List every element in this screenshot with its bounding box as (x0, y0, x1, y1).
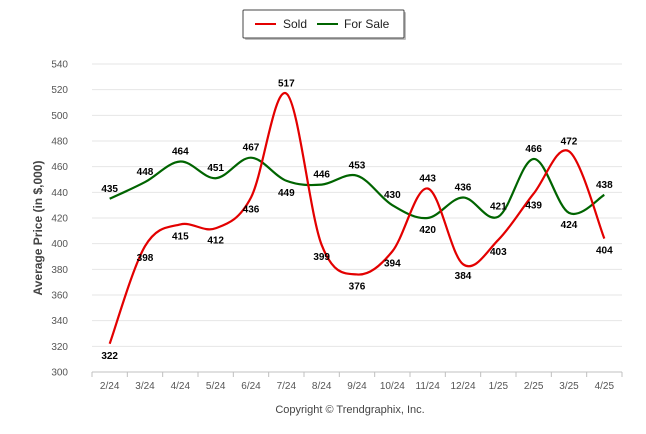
y-tick-label: 500 (51, 111, 68, 122)
series-line-sold (108, 92, 606, 345)
data-label-for-sale: 436 (455, 182, 472, 193)
y-tick-label: 480 (51, 137, 68, 148)
y-tick-label: 420 (51, 214, 68, 225)
x-tick-label: 10/24 (380, 381, 405, 392)
data-label-sold: 399 (313, 252, 330, 263)
data-label-for-sale: 453 (349, 161, 366, 172)
copyright-footer: Copyright © Trendgraphix, Inc. (275, 404, 424, 416)
data-label-for-sale: 466 (525, 144, 542, 155)
x-tick-label: 4/24 (171, 381, 191, 392)
y-axis-title: Average Price (in $,000) (31, 161, 45, 296)
y-tick-label: 360 (51, 291, 68, 302)
y-tick-label: 520 (51, 85, 68, 96)
legend-label-for-sale: For Sale (344, 17, 390, 31)
data-label-for-sale: 448 (137, 167, 154, 178)
data-label-for-sale: 435 (101, 184, 118, 195)
legend-item-for-sale[interactable]: For Sale (317, 17, 390, 31)
data-label-for-sale: 420 (419, 225, 436, 236)
y-tick-label: 540 (51, 60, 68, 71)
x-tick-label: 11/24 (416, 381, 441, 392)
data-label-sold: 322 (101, 351, 118, 362)
data-label-for-sale: 421 (490, 202, 507, 213)
x-tick-label: 9/24 (347, 381, 367, 392)
data-label-sold: 415 (172, 231, 189, 242)
data-label-sold: 412 (207, 235, 224, 246)
data-label-for-sale: 467 (243, 143, 260, 154)
data-label-sold: 384 (455, 271, 472, 282)
x-axis: 2/24 3/24 4/24 5/24 6/24 7/24 8/24 9/24 10/24 11/… (91, 371, 623, 392)
x-tick-label: 5/24 (206, 381, 226, 392)
x-tick-label: 1/25 (489, 381, 509, 392)
data-label-for-sale: 451 (207, 163, 224, 174)
y-tick-label: 400 (51, 239, 68, 250)
data-label-sold: 472 (561, 136, 578, 147)
x-tick-label: 8/24 (312, 381, 332, 392)
data-label-sold: 403 (490, 247, 507, 258)
legend-label-sold: Sold (283, 17, 307, 31)
data-label-sold: 443 (419, 173, 436, 184)
y-tick-label: 440 (51, 188, 68, 199)
data-label-sold: 517 (278, 79, 295, 90)
x-tick-label: 7/24 (277, 381, 297, 392)
data-label-for-sale: 449 (278, 188, 295, 199)
y-tick-label: 300 (51, 368, 68, 379)
data-label-sold: 398 (137, 253, 154, 264)
x-tick-label: 12/24 (450, 381, 475, 392)
y-tick-label: 460 (51, 162, 68, 173)
data-label-sold: 439 (525, 201, 542, 212)
grid-lines (92, 63, 622, 373)
data-label-sold: 436 (243, 204, 260, 215)
legend-item-sold[interactable]: Sold (255, 17, 307, 31)
x-tick-label: 2/24 (100, 381, 120, 392)
x-tick-label: 3/24 (135, 381, 155, 392)
data-label-for-sale: 446 (313, 170, 330, 181)
x-tick-label: 4/25 (595, 381, 615, 392)
data-label-for-sale: 438 (596, 180, 613, 191)
data-label-for-sale: 430 (384, 190, 401, 201)
y-tick-label: 320 (51, 342, 68, 353)
series-lines (108, 92, 606, 345)
x-tick-label: 6/24 (241, 381, 261, 392)
data-label-sold: 404 (596, 246, 613, 257)
y-tick-label: 380 (51, 265, 68, 276)
series-line-for-sale (109, 156, 605, 220)
data-label-sold: 376 (349, 281, 366, 292)
data-label-for-sale: 464 (172, 147, 189, 158)
legend[interactable]: Sold For Sale (242, 9, 406, 40)
x-tick-label: 3/25 (559, 381, 579, 392)
data-label-sold: 394 (384, 258, 401, 269)
y-tick-label: 340 (51, 316, 68, 327)
x-tick-label: 2/25 (524, 381, 544, 392)
y-axis: 300 320 340 360 380 400 420 440 460 480 500 520 540 (51, 60, 68, 379)
data-label-for-sale: 424 (561, 220, 578, 231)
data-labels: 322 435 398 448 415 464 412 451 436 467 517 449 399 4… (101, 79, 613, 362)
